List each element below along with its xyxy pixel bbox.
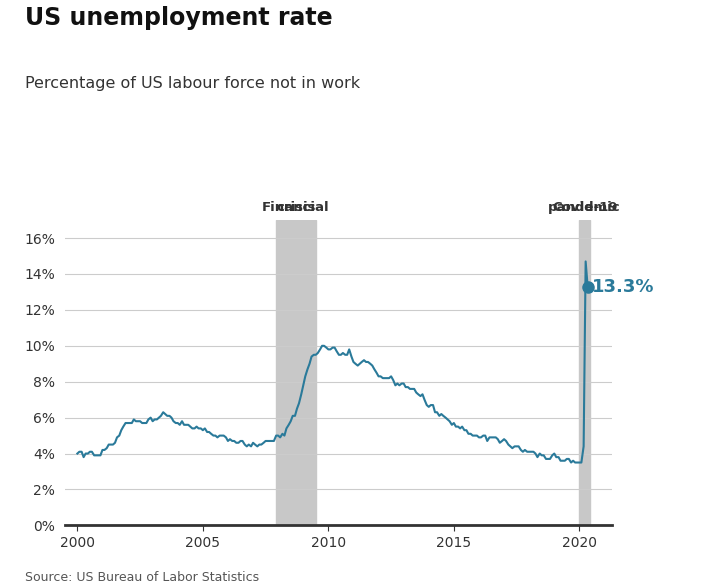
Text: crisis: crisis bbox=[276, 186, 316, 214]
Text: Percentage of US labour force not in work: Percentage of US labour force not in wor… bbox=[25, 76, 360, 92]
Text: US unemployment rate: US unemployment rate bbox=[25, 6, 333, 30]
Text: Covid-19: Covid-19 bbox=[552, 201, 617, 214]
Bar bbox=[580, 220, 590, 525]
Text: Source: US Bureau of Labor Statistics: Source: US Bureau of Labor Statistics bbox=[25, 571, 259, 584]
Text: pandemic: pandemic bbox=[549, 186, 621, 214]
Bar bbox=[276, 220, 316, 525]
Text: Financial: Financial bbox=[262, 201, 330, 214]
Text: 13.3%: 13.3% bbox=[592, 278, 654, 296]
